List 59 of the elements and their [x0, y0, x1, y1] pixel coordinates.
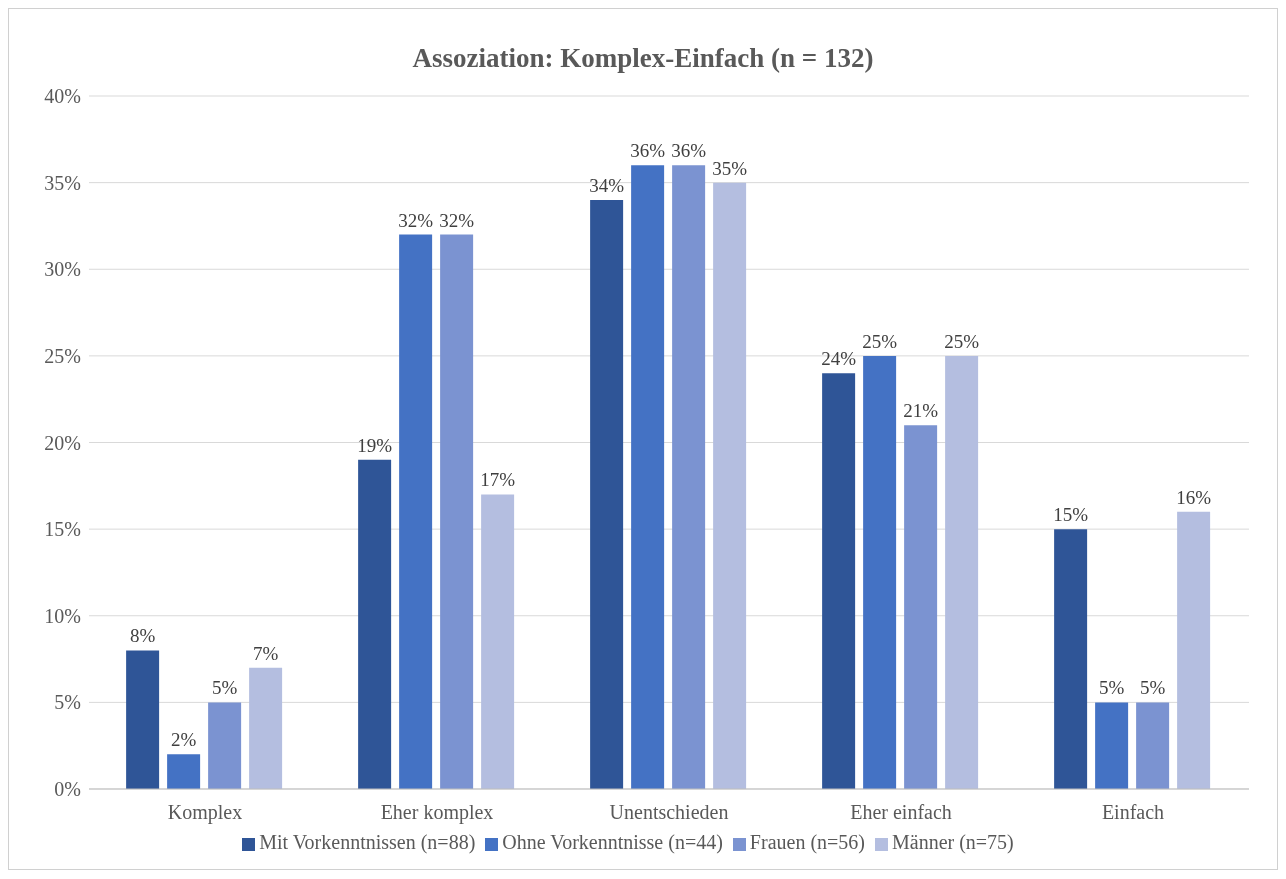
data-label: 36% — [671, 140, 707, 162]
x-tick-label: Komplex — [167, 801, 243, 825]
bar — [126, 650, 160, 789]
y-tick-label: 0% — [54, 778, 81, 801]
data-label: 21% — [903, 400, 939, 422]
data-label: 36% — [630, 140, 666, 162]
y-tick-label: 10% — [44, 604, 81, 627]
y-tick-label: 25% — [44, 344, 81, 367]
bar — [208, 702, 242, 789]
bar — [399, 234, 433, 789]
bar — [358, 459, 392, 789]
bar — [945, 355, 979, 789]
data-label: 25% — [944, 330, 980, 352]
bar — [167, 754, 201, 789]
data-label: 32% — [398, 209, 434, 231]
bar — [1054, 529, 1088, 789]
data-label: 2% — [170, 729, 197, 751]
y-tick-label: 5% — [54, 691, 81, 714]
data-label: 35% — [712, 157, 748, 179]
legend-label: Ohne Vorkenntnisse (n=44) — [502, 831, 723, 853]
bar — [822, 373, 856, 789]
data-label: 16% — [1176, 486, 1212, 508]
y-tick-label: 30% — [44, 258, 81, 281]
data-label: 19% — [357, 434, 393, 456]
x-tick-label: Eher einfach — [850, 801, 952, 824]
data-label: 5% — [1139, 677, 1166, 699]
data-label: 7% — [252, 642, 279, 664]
bar — [481, 494, 515, 789]
x-tick-label: Eher komplex — [380, 801, 494, 825]
chart-title: Assoziation: Komplex-Einfach (n = 132) — [411, 43, 875, 74]
data-label: 24% — [821, 348, 857, 370]
legend-label: Männer (n=75) — [891, 831, 1014, 853]
data-label: 32% — [439, 209, 475, 231]
bar — [713, 182, 747, 789]
bar — [1136, 702, 1170, 789]
legend-label: Frauen (n=56) — [749, 831, 865, 853]
bar — [1177, 511, 1211, 789]
y-tick-label: 40% — [44, 85, 81, 108]
bar — [590, 199, 624, 789]
data-label: 17% — [480, 469, 516, 491]
bar — [904, 425, 938, 789]
x-tick-label: Unentschieden — [609, 801, 729, 824]
data-label: 15% — [1053, 504, 1089, 526]
data-label: 34% — [589, 174, 625, 196]
data-label: 8% — [129, 625, 156, 647]
bar — [440, 234, 474, 789]
y-tick-label: 20% — [44, 431, 81, 454]
bar — [672, 165, 706, 789]
y-tick-label: 15% — [44, 518, 81, 541]
bar — [631, 165, 665, 789]
data-label: 5% — [1098, 677, 1125, 699]
bar — [863, 355, 897, 789]
bar — [249, 667, 283, 789]
y-tick-label: 35% — [44, 171, 81, 194]
data-label: 5% — [211, 677, 238, 699]
legend-label: Mit Vorkenntnissen (n=88) — [259, 831, 476, 853]
x-tick-label: Einfach — [1101, 801, 1165, 824]
data-label: 25% — [862, 330, 898, 352]
bar — [1095, 702, 1129, 789]
